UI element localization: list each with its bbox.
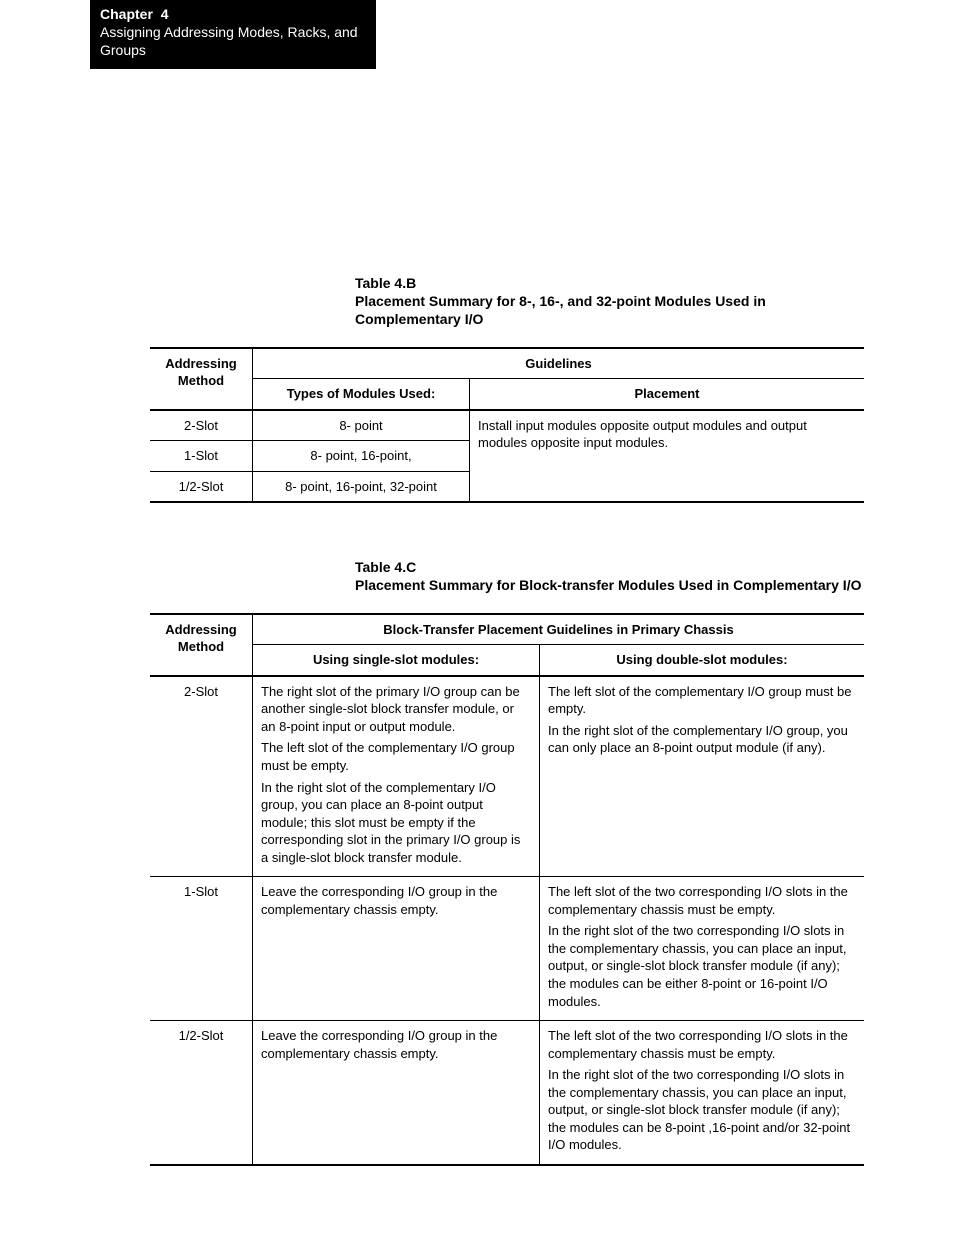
table-row: 1/2-Slot Leave the corresponding I/O gro… — [150, 1021, 864, 1165]
table-row: 2-Slot The right slot of the primary I/O… — [150, 676, 864, 877]
table-row: 2-Slot 8- point Install input modules op… — [150, 410, 864, 441]
table-b-header-row: Addressing Method Guidelines — [150, 348, 864, 379]
table-b-method-0: 2-Slot — [150, 410, 253, 441]
table-b-col-guidelines: Guidelines — [253, 348, 865, 379]
table-b-sub-placement: Placement — [470, 379, 865, 410]
table-c-col-method: Addressing Method — [150, 614, 253, 676]
table-c: Addressing Method Block-Transfer Placeme… — [150, 613, 864, 1166]
table-c-single-2: Leave the corresponding I/O group in the… — [253, 1021, 540, 1165]
table-c-double-2: The left slot of the two corresponding I… — [540, 1021, 865, 1165]
table-c-col-guidelines: Block-Transfer Placement Guidelines in P… — [253, 614, 865, 645]
table-c-single-0: The right slot of the primary I/O group … — [253, 676, 540, 877]
table-b-method-1: 1-Slot — [150, 441, 253, 472]
table-c-caption-label: Table 4.C — [355, 558, 864, 576]
table-b-caption: Table 4.B Placement Summary for 8-, 16-,… — [355, 274, 864, 329]
table-b: Addressing Method Guidelines Types of Mo… — [150, 347, 864, 504]
table-c-method-2: 1/2-Slot — [150, 1021, 253, 1165]
table-c-sub-double: Using double-slot modules: — [540, 645, 865, 676]
table-b-placement: Install input modules opposite output mo… — [470, 410, 865, 503]
table-b-caption-label: Table 4.B — [355, 274, 864, 292]
table-c-header-row: Addressing Method Block-Transfer Placeme… — [150, 614, 864, 645]
table-c-double-1: The left slot of the two corresponding I… — [540, 877, 865, 1021]
table-b-caption-title: Placement Summary for 8-, 16-, and 32-po… — [355, 292, 864, 328]
table-b-col-method: Addressing Method — [150, 348, 253, 410]
table-b-method-2: 1/2-Slot — [150, 471, 253, 502]
table-c-double-0: The left slot of the complementary I/O g… — [540, 676, 865, 877]
table-b-types-2: 8- point, 16-point, 32-point — [253, 471, 470, 502]
table-c-sub-single: Using single-slot modules: — [253, 645, 540, 676]
table-b-types-1: 8- point, 16-point, — [253, 441, 470, 472]
table-c-caption-title: Placement Summary for Block-transfer Mod… — [355, 576, 864, 594]
table-c-caption: Table 4.C Placement Summary for Block-tr… — [355, 558, 864, 594]
table-c-subheader-row: Using single-slot modules: Using double-… — [150, 645, 864, 676]
table-c-method-0: 2-Slot — [150, 676, 253, 877]
table-b-types-0: 8- point — [253, 410, 470, 441]
table-b-sub-types: Types of Modules Used: — [253, 379, 470, 410]
table-row: 1-Slot Leave the corresponding I/O group… — [150, 877, 864, 1021]
chapter-number-line: Chapter 4 — [100, 6, 366, 22]
table-c-method-1: 1-Slot — [150, 877, 253, 1021]
chapter-header: Chapter 4 Assigning Addressing Modes, Ra… — [90, 0, 376, 69]
chapter-title: Assigning Addressing Modes, Racks, and G… — [100, 24, 366, 59]
chapter-label: Chapter — [100, 6, 153, 22]
chapter-number: 4 — [161, 6, 169, 22]
table-c-single-1: Leave the corresponding I/O group in the… — [253, 877, 540, 1021]
page-content: Table 4.B Placement Summary for 8-, 16-,… — [150, 274, 864, 1166]
table-b-subheader-row: Types of Modules Used: Placement — [150, 379, 864, 410]
